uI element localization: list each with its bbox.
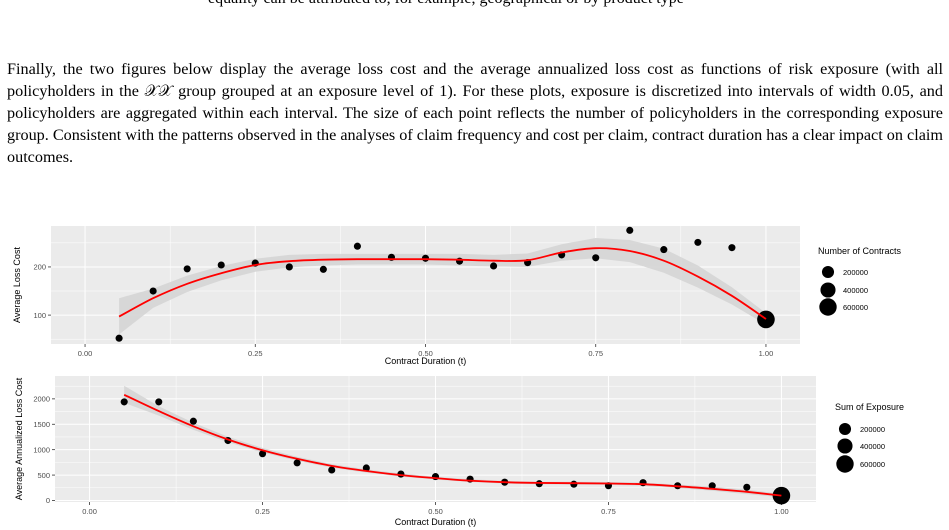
data-point: [149, 287, 157, 295]
average-loss-cost-chart: 0.00 0.25 0.50 0.75 1.00 100 200 Contract Durat…: [12, 226, 902, 366]
data-point: [728, 244, 736, 252]
legend-key: [819, 298, 837, 316]
data-point: [592, 254, 600, 262]
legend-key: [821, 265, 835, 279]
x-tick-label: 0.00: [82, 507, 97, 516]
cropped-text-line: equality can be attributed to, for examp…: [0, 0, 949, 18]
data-point: [319, 265, 327, 273]
x-tick-label: 0.25: [248, 349, 263, 358]
top-fragment: equality can be attributed to, for examp…: [208, 0, 684, 8]
x-tick-label: 0.25: [255, 507, 270, 516]
legend-title: Number of Contracts: [818, 246, 902, 256]
legend-key: [838, 422, 852, 436]
x-axis-label: Contract Duration (t): [385, 356, 467, 366]
legend-label: 200000: [860, 425, 885, 434]
data-point: [660, 246, 668, 254]
data-point: [353, 242, 361, 250]
legend-key: [836, 455, 854, 473]
data-point: [708, 482, 716, 490]
data-point: [626, 226, 634, 234]
y-tick-label: 1500: [33, 420, 50, 429]
y-tick-label: 1000: [33, 445, 50, 454]
y-tick-label: 500: [37, 471, 50, 480]
x-tick-label: 0.50: [428, 507, 443, 516]
data-point: [115, 334, 123, 342]
legend-title: Sum of Exposure: [835, 402, 904, 412]
data-point: [293, 459, 301, 467]
y-tick-label: 100: [33, 311, 46, 320]
y-tick-label: 200: [33, 263, 46, 272]
data-point: [743, 483, 751, 491]
legend-label: 400000: [860, 442, 885, 451]
data-point: [455, 257, 464, 265]
x-tick-label: 0.50: [418, 349, 433, 358]
legend-label: 600000: [843, 303, 868, 312]
legend-label: 200000: [843, 268, 868, 277]
data-point: [258, 450, 267, 458]
data-point: [285, 263, 293, 271]
y-axis-label: Average Annualized Loss Cost: [14, 377, 24, 500]
legend-label: 400000: [843, 286, 868, 295]
y-axis-label: Average Loss Cost: [12, 247, 22, 323]
legend-key: [837, 438, 853, 454]
data-point: [490, 262, 498, 270]
data-point: [155, 398, 163, 406]
average-annualized-loss-cost-chart: 0.00 0.25 0.50 0.75 1.00 0 500 1000 1500 2000 Cont…: [14, 376, 904, 527]
x-tick-label: 1.00: [774, 507, 789, 516]
x-tick-label: 1.00: [759, 349, 774, 358]
data-point: [328, 466, 336, 474]
x-tick-label: 0.00: [78, 349, 93, 358]
data-point: [772, 486, 791, 505]
x-axis-label: Contract Duration (t): [395, 517, 477, 527]
data-point: [362, 464, 370, 472]
data-point: [421, 254, 430, 262]
data-point: [120, 398, 128, 406]
fit-line: [118, 247, 767, 320]
fit-line: [123, 393, 782, 497]
body-paragraph: Finally, the two figures below display t…: [7, 60, 943, 166]
data-point: [217, 261, 225, 269]
data-point: [757, 310, 775, 329]
data-point: [183, 265, 191, 273]
x-tick-label: 0.75: [588, 349, 603, 358]
data-point: [694, 238, 702, 246]
data-point: [189, 417, 197, 425]
legend-key: [820, 282, 836, 298]
x-tick-label: 0.75: [601, 507, 616, 516]
data-point: [570, 480, 578, 488]
y-tick-label: 2000: [33, 395, 50, 404]
y-tick-label: 0: [46, 496, 50, 505]
legend-label: 600000: [860, 460, 885, 469]
